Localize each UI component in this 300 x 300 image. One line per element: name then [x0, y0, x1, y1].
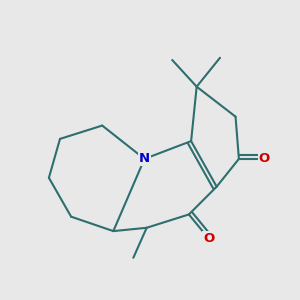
Text: O: O — [259, 152, 270, 165]
Text: N: N — [139, 152, 150, 165]
Text: O: O — [203, 232, 214, 245]
